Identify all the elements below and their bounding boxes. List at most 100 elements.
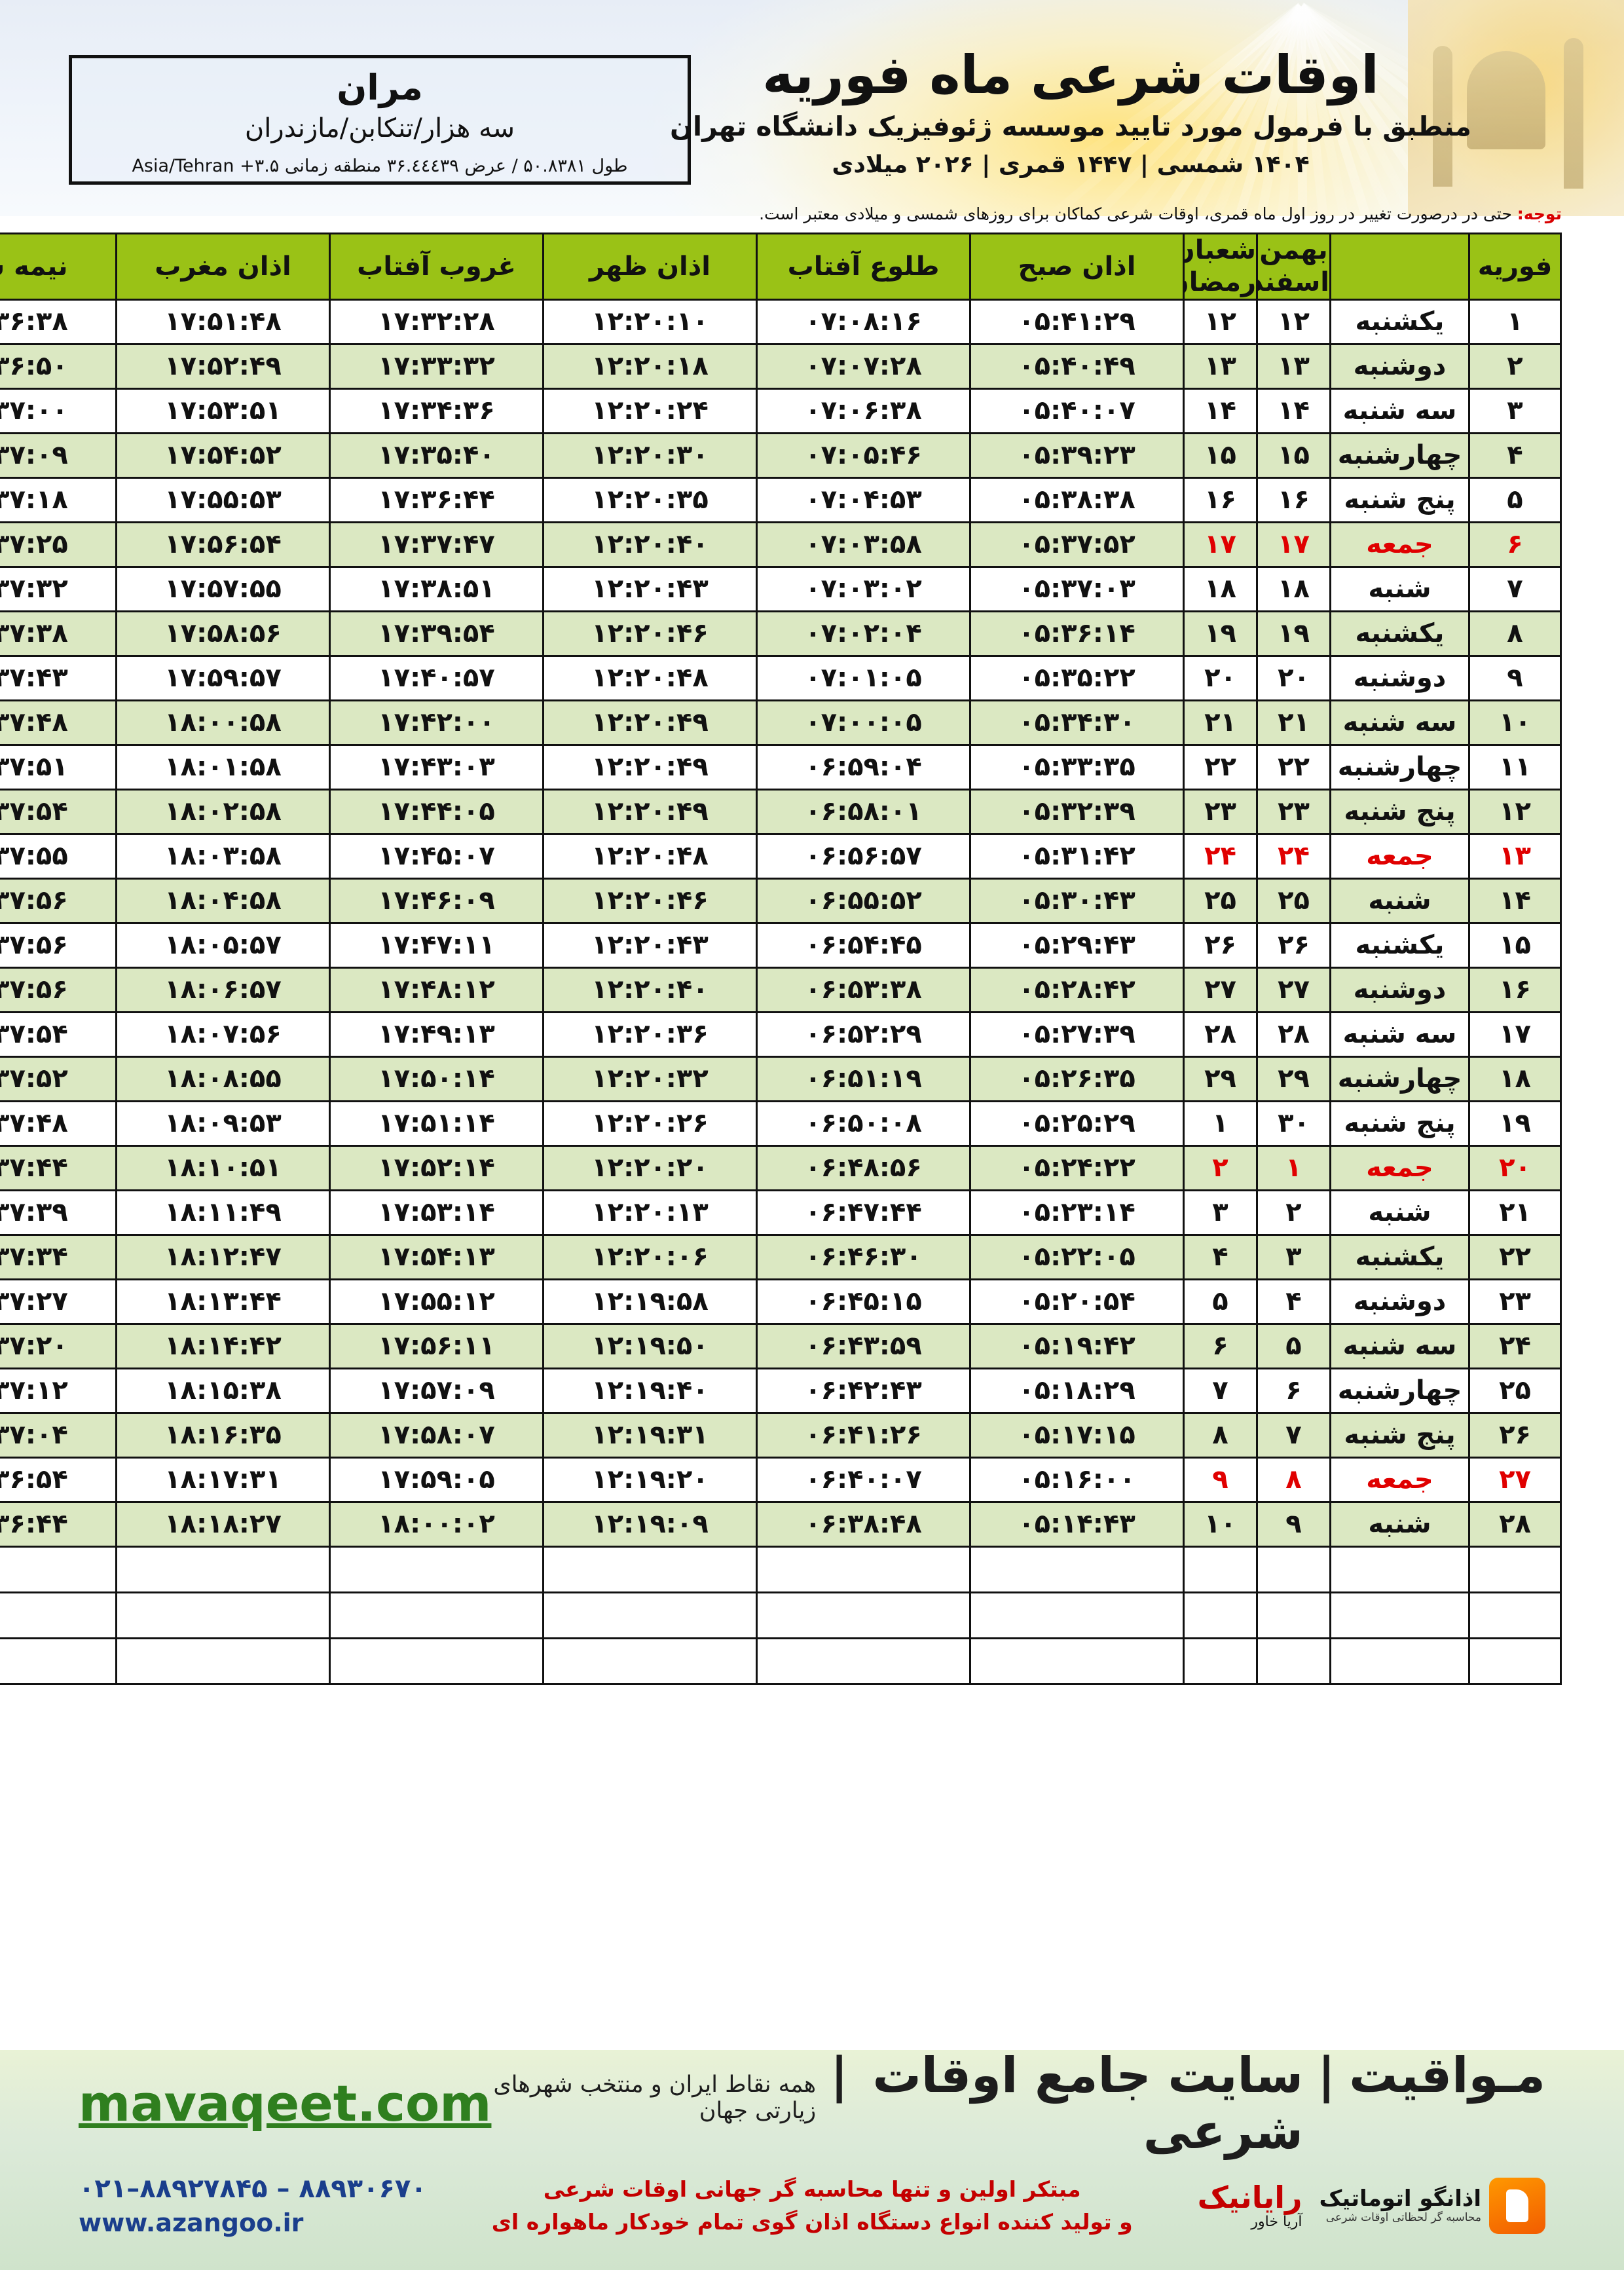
- cell-wday: شنبه: [1329, 877, 1470, 924]
- cell-solar: ۲: [1256, 1189, 1331, 1236]
- footer-brand-separator-2: |: [830, 2047, 848, 2104]
- cell-hijri: ۱۲: [1183, 298, 1258, 345]
- footer-site-url[interactable]: www.azangoo.ir: [79, 2208, 304, 2237]
- cell-fajr: ۰۵:۱۹:۴۲: [969, 1322, 1185, 1369]
- cell-dhuhr: ۱۲:۲۰:۰۶: [542, 1233, 758, 1280]
- cell-empty: [115, 1637, 331, 1685]
- cell-wday: پنج شنبه: [1329, 788, 1470, 835]
- table-row: ۳ سه شنبه ۱۴ ۱۴ ۰۵:۴۰:۰۷ ۰۷:۰۶:۳۸ ۱۲:۲۰:۲۴ ۱۷:۳…: [0, 387, 1562, 434]
- cell-sunset: ۱۷:۴۵:۰۷: [329, 832, 544, 880]
- cell-dhuhr: ۱۲:۲۰:۱۸: [542, 343, 758, 390]
- cell-empty: [1256, 1591, 1331, 1639]
- page-subtitle: منطبق با فرمول مورد تایید موسسه ژئوفیزیک…: [670, 111, 1471, 143]
- cell-sunset: ۱۷:۳۵:۴۰: [329, 432, 544, 479]
- cell-sunrise: ۰۷:۰۳:۵۸: [756, 521, 971, 568]
- cell-hijri: ۱۵: [1183, 432, 1258, 479]
- cell-fajr: ۰۵:۳۳:۳۵: [969, 743, 1185, 791]
- cell-dhuhr: ۱۲:۲۰:۴۰: [542, 966, 758, 1013]
- table-row: ۱۸ چهارشنبه ۲۹ ۲۹ ۰۵:۲۶:۳۵ ۰۶:۵۱:۱۹ ۱۲:۲۰:۳۲ ۱۷…: [0, 1055, 1562, 1102]
- header-hijri-month: شعبان رمضان: [1167, 233, 1258, 301]
- cell-solar: ۱۴: [1256, 387, 1331, 434]
- cell-sunrise: ۰۷:۰۴:۵۳: [756, 476, 971, 523]
- cell-day: ۱: [1468, 298, 1562, 345]
- cell-day: ۲۳: [1468, 1278, 1562, 1325]
- table-row: ۱۴ شنبه ۲۵ ۲۵ ۰۵:۳۰:۴۳ ۰۶:۵۵:۵۲ ۱۲:۲۰:۴۶ ۱۷:۴۶:…: [0, 877, 1562, 924]
- note-text: حتی در درصورت تغییر در روز اول ماه قمری،…: [759, 204, 1512, 223]
- table-row: ۲۲ یکشنبه ۳ ۴ ۰۵:۲۲:۰۵ ۰۶:۴۶:۳۰ ۱۲:۲۰:۰۶ ۱۷:۵۴:…: [0, 1233, 1562, 1280]
- footer-brand-tagline: همه نقاط ایران و منتخب شهرهای زیارتی جها…: [493, 2071, 817, 2124]
- cell-empty: [969, 1545, 1185, 1593]
- cell-fajr: ۰۵:۲۵:۲۹: [969, 1100, 1185, 1147]
- cell-empty: [1183, 1545, 1258, 1593]
- table-row: ۱۵ یکشنبه ۲۶ ۲۶ ۰۵:۲۹:۴۳ ۰۶:۵۴:۴۵ ۱۲:۲۰:۴۳ ۱۷:۴…: [0, 921, 1562, 969]
- header-gregorian: فوریه: [1468, 233, 1562, 301]
- cell-maghrib: ۱۸:۰۷:۵۶: [115, 1011, 331, 1058]
- cell-sunrise: ۰۷:۰۸:۱۶: [756, 298, 971, 345]
- footer-website-link[interactable]: mavaqeet.com: [79, 2074, 492, 2132]
- cell-sunrise: ۰۶:۵۵:۵۲: [756, 877, 971, 924]
- cell-day: ۱۴: [1468, 877, 1562, 924]
- cell-hijri: ۷: [1183, 1367, 1258, 1414]
- cell-wday: دوشنبه: [1329, 966, 1470, 1013]
- location-city: مران: [337, 67, 423, 108]
- cell-maghrib: ۱۷:۵۷:۵۵: [115, 565, 331, 612]
- cell-wday: شنبه: [1329, 1500, 1470, 1548]
- header-weekday: [1329, 233, 1470, 301]
- cell-wday: چهارشنبه: [1329, 743, 1470, 791]
- cell-maghrib: ۱۸:۱۷:۳۱: [115, 1456, 331, 1503]
- cell-fajr: ۰۵:۳۹:۲۳: [969, 432, 1185, 479]
- footer-brand-group: مـواقیت | سایت جامع اوقات شرعی | همه نقا…: [491, 2047, 1546, 2160]
- cell-maghrib: ۱۷:۵۵:۵۳: [115, 476, 331, 523]
- cell-empty: [1329, 1637, 1470, 1685]
- cell-wday: چهارشنبه: [1329, 1367, 1470, 1414]
- table-row: ۲۳ دوشنبه ۴ ۵ ۰۵:۲۰:۵۴ ۰۶:۴۵:۱۵ ۱۲:۱۹:۵۸ ۱۷:۵۵:…: [0, 1278, 1562, 1325]
- cell-sunset: ۱۷:۳۴:۳۶: [329, 387, 544, 434]
- cell-hijri: ۲۹: [1183, 1055, 1258, 1102]
- location-box: مران سه هزار/تنکابن/مازندران طول ۵۰.۸۳۸۱…: [69, 55, 691, 185]
- cell-empty: [1183, 1637, 1258, 1685]
- cell-dhuhr: ۱۲:۲۰:۳۰: [542, 432, 758, 479]
- calendar-dates: ۱۴۰۴ شمسی | ۱۴۴۷ قمری | ۲۰۲۶ میلادی: [832, 151, 1310, 178]
- cell-dhuhr: ۱۲:۲۰:۳۵: [542, 476, 758, 523]
- cell-fajr: ۰۵:۳۱:۴۲: [969, 832, 1185, 880]
- cell-midnight: ۲۳:۳۶:۵۴: [0, 1456, 117, 1503]
- cell-sunset: ۱۷:۵۶:۱۱: [329, 1322, 544, 1369]
- footer-brand-row: مـواقیت | سایت جامع اوقات شرعی | همه نقا…: [0, 2047, 1624, 2160]
- cell-dhuhr: ۱۲:۲۰:۱۰: [542, 298, 758, 345]
- table-header-row: فوریه بهمن اسفند شعبان رمضان اذان صبح طل…: [0, 233, 1562, 301]
- cell-sunset: ۱۷:۵۵:۱۲: [329, 1278, 544, 1325]
- cell-solar: ۸: [1256, 1456, 1331, 1503]
- cell-midnight: ۲۳:۳۷:۴۴: [0, 1144, 117, 1191]
- cell-maghrib: ۱۷:۵۸:۵۶: [115, 610, 331, 657]
- cell-day: ۲۶: [1468, 1411, 1562, 1459]
- cell-maghrib: ۱۸:۱۱:۴۹: [115, 1189, 331, 1236]
- cell-sunset: ۱۷:۵۸:۰۷: [329, 1411, 544, 1459]
- cell-midnight: ۲۳:۳۷:۵۶: [0, 966, 117, 1013]
- cell-fajr: ۰۵:۲۸:۴۲: [969, 966, 1185, 1013]
- header-solar-month: بهمن اسفند: [1250, 233, 1331, 301]
- cell-sunset: ۱۷:۵۱:۱۴: [329, 1100, 544, 1147]
- cell-midnight: ۲۳:۳۷:۴۳: [0, 654, 117, 701]
- cell-day: ۲۲: [1468, 1233, 1562, 1280]
- cell-dhuhr: ۱۲:۱۹:۵۸: [542, 1278, 758, 1325]
- cell-day: ۶: [1468, 521, 1562, 568]
- cell-fajr: ۰۵:۳۴:۳۰: [969, 699, 1185, 746]
- mosque-illustration: [1408, 0, 1624, 216]
- rayaneek-logo: رایانیک آریا خاور: [1198, 2181, 1302, 2230]
- page-footer: مـواقیت | سایت جامع اوقات شرعی | همه نقا…: [0, 2047, 1624, 2270]
- cell-dhuhr: ۱۲:۲۰:۴۳: [542, 921, 758, 969]
- cell-wday: سه شنبه: [1329, 1011, 1470, 1058]
- cell-hijri: ۱۳: [1183, 343, 1258, 390]
- header-maghrib: اذان مغرب: [115, 233, 331, 301]
- note-label: توجه:: [1517, 204, 1562, 223]
- cell-maghrib: ۱۷:۵۱:۴۸: [115, 298, 331, 345]
- cell-empty: [1468, 1591, 1562, 1639]
- cell-solar: ۷: [1256, 1411, 1331, 1459]
- cell-midnight: ۲۳:۳۷:۴۸: [0, 1100, 117, 1147]
- footer-brand-separator: |: [1318, 2047, 1335, 2104]
- cell-sunset: ۱۷:۳۶:۴۴: [329, 476, 544, 523]
- cell-day: ۹: [1468, 654, 1562, 701]
- cell-sunset: ۱۷:۳۳:۳۲: [329, 343, 544, 390]
- cell-maghrib: ۱۷:۵۳:۵۱: [115, 387, 331, 434]
- cell-sunrise: ۰۶:۵۸:۰۱: [756, 788, 971, 835]
